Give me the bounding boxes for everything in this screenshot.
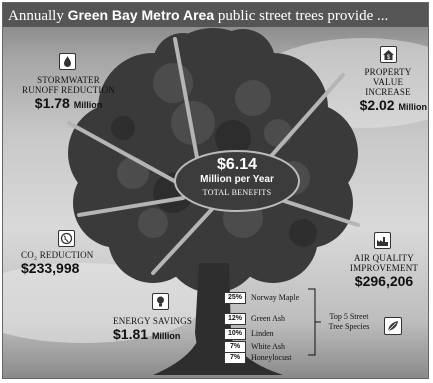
property-block: Property Value Increase $2.02 Million [333,67,427,115]
species-percent: 10% [224,328,246,340]
air-quality-label: Air Quality Improvement [349,253,419,273]
total-benefits: $6.14 Million per Year TOTAL BENEFITS [176,151,298,211]
header-title: Annually Green Bay Metro Area public str… [3,3,428,27]
species-name: Green Ash [251,314,285,323]
property-unit: Million [398,102,428,112]
species-percent: 12% [224,313,246,325]
species-percent: 25% [224,292,246,304]
air-quality-block: Air Quality Improvement $296,206 [341,253,427,289]
stormwater-value: $1.78 [34,95,70,111]
property-value: $2.02 [359,97,395,113]
stormwater-label: Stormwater Runoff Reduction [22,75,115,95]
co2-label: CO₂ Reduction [21,250,94,260]
species-name: White Ash [251,342,285,351]
stormwater-block: Stormwater Runoff Reduction $1.78 Millio… [21,75,116,113]
svg-text:$: $ [387,55,391,61]
stormwater-unit: Million [73,100,103,110]
species-row: 10% Linden [224,328,344,340]
energy-value: $1.81 [113,326,149,342]
stormwater-value-line: $1.78 Million [21,95,116,113]
globe-icon [58,230,75,247]
water-drop-icon [59,53,76,70]
total-unit: Million per Year [200,174,274,185]
tree-illustration [3,28,428,375]
species-percent: 7% [224,352,246,364]
total-value: $6.14 [216,156,258,173]
infographic: Annually Green Bay Metro Area public str… [2,2,429,379]
leaves-icon [384,317,402,335]
light-bulb-icon [152,293,169,310]
air-quality-value: $296,206 [354,273,414,289]
species-name: Linden [251,329,274,338]
energy-label: Energy Savings [113,316,193,326]
header-suffix: public street trees provide ... [214,8,389,24]
co2-block: CO₂ Reduction $233,998 [21,250,116,276]
house-dollar-icon: $ [380,46,397,63]
energy-unit: Million [151,331,181,341]
total-label: TOTAL BENEFITS [202,188,272,197]
property-label: Property Value Increase [364,67,412,97]
species-row: 7% Honeylocust [224,352,344,364]
factory-icon [374,232,391,249]
header-prefix: Annually [8,8,68,24]
top5-species-title: Top 5 Street Tree Species [328,312,370,331]
co2-value: $233,998 [21,260,80,276]
species-row: 12% Green Ash [224,313,344,325]
species-row: 25% Norway Maple [224,292,344,304]
species-name: Norway Maple [251,293,300,302]
header-bold: Green Bay Metro Area [67,7,215,23]
species-name: Honeylocust [251,353,292,362]
property-value-line: $2.02 Million [333,97,427,115]
energy-block: Energy Savings $1.81 Million [113,316,213,344]
energy-value-line: $1.81 Million [113,326,213,344]
